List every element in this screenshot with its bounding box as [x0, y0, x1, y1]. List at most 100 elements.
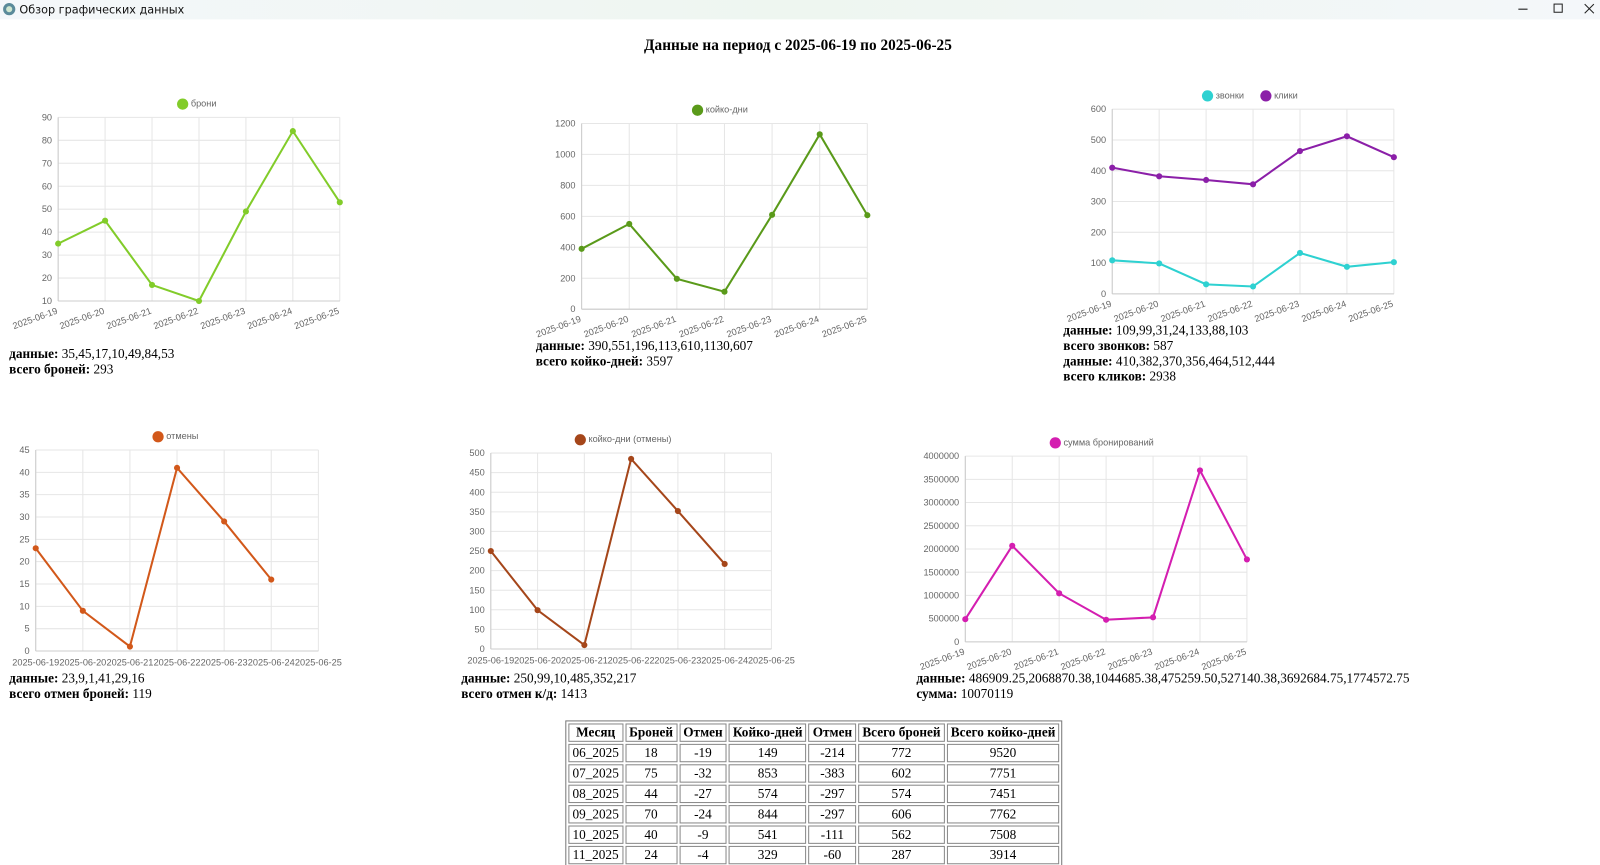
- caption-value: 2938: [1149, 369, 1176, 384]
- data-point: [673, 275, 680, 282]
- y-tick-label: 3500000: [923, 474, 959, 484]
- table-cell: 562: [858, 825, 945, 844]
- legend-label: отмены: [166, 431, 198, 441]
- table-cell: 3914: [946, 845, 1060, 865]
- data-point: [721, 288, 728, 295]
- x-tick-label: 2025-06-24: [1300, 299, 1348, 324]
- data-point: [487, 547, 494, 555]
- window-controls[interactable]: [1508, 0, 1600, 19]
- close[interactable]: [1584, 3, 1595, 14]
- header-row: Месяц Броней Отмен Койко-дней Отмен Всего бро…: [568, 723, 1060, 742]
- table-row: 09_2025 70 -24 844 -297 606 7762: [568, 805, 1060, 824]
- data-point: [1243, 556, 1250, 563]
- y-tick-label: 3000000: [923, 498, 959, 508]
- legend-swatch: [574, 434, 586, 446]
- x-tick-label: 2025-06-25: [1200, 647, 1248, 672]
- y-tick-label: 300: [1091, 197, 1106, 207]
- legend-label: клики: [1274, 90, 1298, 100]
- y-tick-label: 15: [19, 579, 29, 589]
- table-cell: 606: [858, 805, 945, 824]
- data-point: [102, 217, 109, 224]
- legend-swatch: [1201, 90, 1214, 102]
- caption-label: всего отмен броней:: [9, 686, 129, 701]
- legend-label: сумма бронирований: [1063, 437, 1153, 447]
- y-tick-label: 200: [469, 566, 484, 576]
- table-cell: 10_2025: [568, 825, 623, 844]
- y-tick-label: 35: [19, 490, 29, 500]
- caption-label: всего койко-дней:: [536, 353, 643, 368]
- caption: данные: 23,9,1,41,29,16: [9, 671, 145, 686]
- x-tick-label: 2025-06-25: [1347, 299, 1395, 324]
- table-cell: -297: [808, 784, 857, 804]
- y-tick-label: 2500000: [923, 521, 959, 531]
- table-cell: 75: [624, 764, 678, 783]
- legend-label: койко-дни (отмены): [588, 434, 671, 444]
- data-point: [148, 281, 156, 289]
- caption-label: всего кликов:: [1063, 369, 1146, 384]
- table-row: 08_2025 44 -27 574 -297 574 7451: [568, 784, 1060, 804]
- data-point: [55, 240, 62, 247]
- summary-table: Месяц Броней Отмен Койко-дней Отмен Всего бро…: [565, 720, 1063, 865]
- table-cell: 24: [624, 845, 678, 865]
- x-tick-label: 2025-06-19: [467, 655, 514, 665]
- table-row: 07_2025 75 -32 853 -383 602 7751: [568, 764, 1060, 783]
- table-cell: 7508: [946, 825, 1060, 844]
- legend-swatch: [1049, 437, 1061, 449]
- data-point: [336, 199, 343, 206]
- table-cell: 772: [858, 743, 945, 763]
- data-point: [79, 607, 86, 614]
- caption-value: 390,551,196,113,610,1130,607: [588, 338, 753, 353]
- table-cell: 9520: [946, 743, 1060, 763]
- x-tick-label: 2025-06-21: [1159, 299, 1207, 324]
- data-point: [674, 507, 681, 515]
- data-point: [289, 128, 296, 135]
- data-point: [581, 641, 588, 649]
- data-point: [268, 576, 275, 583]
- table-cell: 541: [728, 825, 807, 844]
- x-tick-label: 2025-06-25: [295, 657, 342, 667]
- y-tick-label: 10: [42, 296, 52, 306]
- y-tick-label: 0: [24, 646, 29, 656]
- x-tick-label: 2025-06-23: [1253, 299, 1301, 324]
- table-cell: 44: [624, 784, 678, 804]
- y-tick-label: 350: [469, 507, 484, 517]
- data-point: [1149, 614, 1157, 621]
- data-point: [1156, 173, 1163, 180]
- caption-value: 410,382,370,356,464,512,444: [1116, 353, 1275, 368]
- y-tick-label: 200: [560, 273, 575, 283]
- column-header: Отмен: [808, 723, 857, 742]
- data-point: [1109, 257, 1116, 264]
- caption-value: 119: [132, 686, 152, 701]
- column-header: Месяц: [568, 723, 623, 742]
- table-cell: -111: [808, 825, 857, 844]
- data-point: [1056, 590, 1063, 597]
- data-point: [195, 297, 203, 305]
- legend-label: брони: [191, 99, 217, 109]
- x-tick-label: 2025-06-20: [59, 657, 106, 667]
- y-tick-label: 20: [42, 273, 52, 283]
- x-tick-label: 2025-06-24: [1153, 647, 1201, 672]
- x-tick-label: 2025-06-22: [608, 655, 655, 665]
- table-cell: -214: [808, 743, 857, 763]
- y-tick-label: 20: [19, 557, 29, 567]
- table-row: 10_2025 40 -9 541 -111 562 7508: [568, 825, 1060, 844]
- caption: данные: 390,551,196,113,610,1130,607: [536, 338, 754, 353]
- window-title: Обзор графических данных: [19, 3, 185, 17]
- data-point: [1203, 281, 1210, 288]
- data-point: [1249, 181, 1257, 188]
- series-line: [490, 456, 726, 647]
- legend-label: койко-дни: [706, 105, 748, 115]
- table-cell: 844: [728, 805, 807, 824]
- heading: Данные на период с 2025-06-19 по 2025-06…: [644, 37, 952, 54]
- maximize[interactable]: [1553, 3, 1563, 13]
- caption: всего отмен к/д: 1413: [461, 686, 587, 701]
- caption-value: 10070119: [961, 686, 1014, 701]
- x-tick-label: 2025-06-23: [1106, 647, 1154, 672]
- data-point: [173, 464, 181, 471]
- x-tick-label: 2025-06-20: [58, 306, 106, 331]
- y-tick-label: 40: [19, 467, 29, 477]
- caption-label: данные:: [916, 671, 965, 686]
- caption: данные: 410,382,370,356,464,512,444: [1063, 353, 1275, 368]
- y-tick-label: 100: [1091, 258, 1106, 268]
- y-tick-label: 4000000: [923, 451, 959, 461]
